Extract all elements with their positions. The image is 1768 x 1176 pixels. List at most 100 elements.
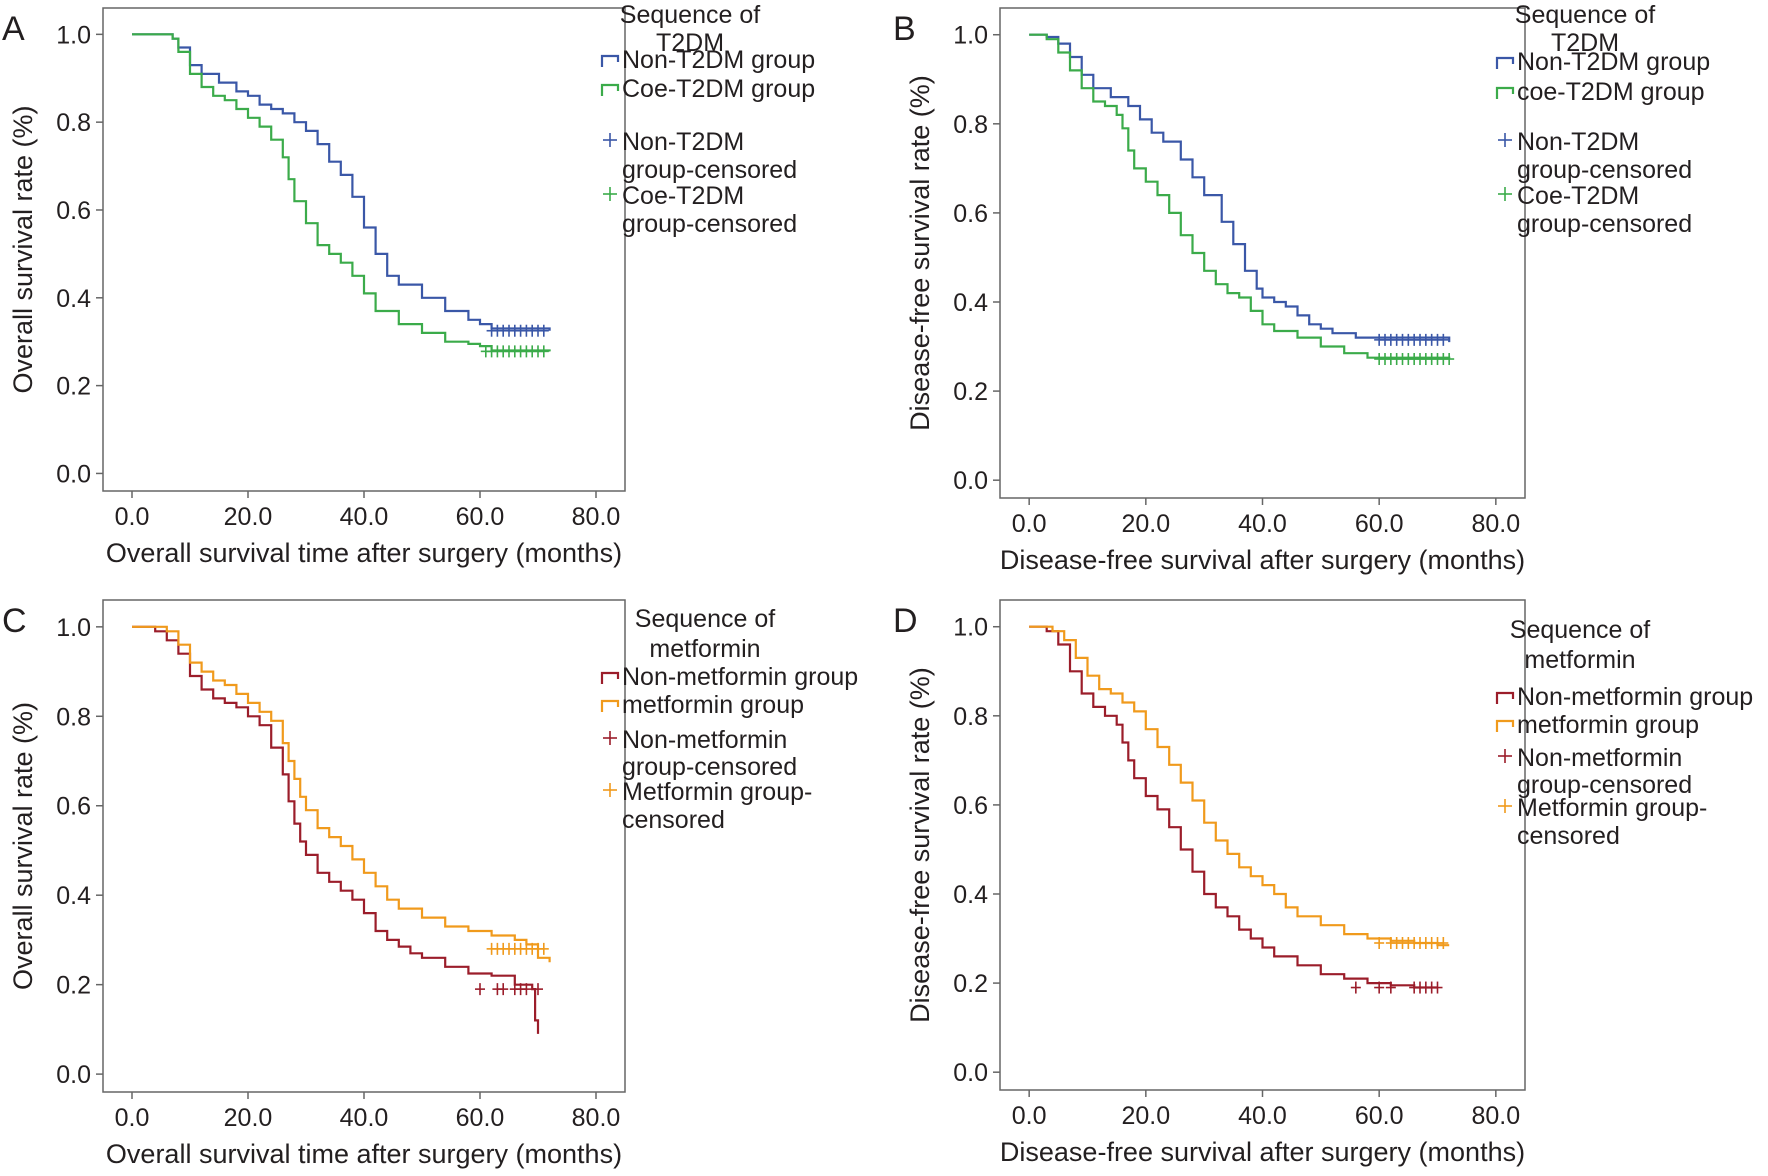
legend-title: T2DM [1551, 29, 1619, 57]
x-tick-label: 0.0 [115, 503, 150, 531]
panel-letter: D [893, 602, 918, 640]
y-tick-label: 0.0 [953, 467, 988, 495]
x-axis-label: Disease-free survival after surgery (mon… [1000, 545, 1525, 575]
y-tick-label: 0.0 [56, 460, 91, 488]
x-tick-label: 80.0 [572, 1104, 621, 1132]
censor-mark [1444, 353, 1455, 366]
censor-mark [1350, 981, 1361, 994]
legend-title: T2DM [656, 29, 724, 57]
y-tick-label: 0.2 [56, 373, 91, 401]
y-tick-label: 0.2 [953, 378, 988, 406]
y-tick-label: 0.4 [953, 289, 988, 317]
panel-letter: A [2, 10, 25, 48]
y-axis-label: Disease-free survival rate (%) [905, 667, 935, 1023]
y-tick-label: 0.8 [56, 703, 91, 731]
legend-title: Sequence of [1510, 616, 1650, 644]
legend-label: Coe-T2DM group [622, 75, 815, 103]
x-tick-label: 0.0 [115, 1104, 150, 1132]
legend-line-swatch [1495, 719, 1515, 732]
y-tick-label: 1.0 [953, 22, 988, 50]
censor-mark [1438, 937, 1449, 949]
legend-line-swatch [1495, 691, 1515, 704]
survival-curve-1 [132, 625, 540, 1034]
x-tick-label: 60.0 [456, 503, 505, 531]
x-axis-label: Overall survival time after surgery (mon… [106, 1139, 622, 1169]
y-tick-label: 0.8 [56, 109, 91, 137]
censor-mark [538, 345, 549, 358]
censor-mark [1438, 333, 1449, 346]
y-tick-label: 0.6 [953, 200, 988, 228]
legend-label: metformin group [1517, 711, 1699, 739]
x-tick-label: 80.0 [1471, 1102, 1520, 1130]
legend-label: group-censored [622, 210, 797, 238]
legend-label: Non-T2DM [1517, 128, 1639, 156]
censor-mark [538, 942, 549, 955]
legend-title: metformin [649, 635, 760, 663]
y-tick-label: 0.4 [953, 881, 988, 909]
x-tick-label: 40.0 [340, 1104, 389, 1132]
y-axis-label: Overall survival rate (%) [8, 702, 38, 990]
legend-label: Coe-T2DM [622, 182, 744, 210]
legend-label: Non-T2DM group [1517, 48, 1710, 76]
y-tick-label: 0.8 [953, 703, 988, 731]
panel-d: D 0.0 0.2 0.4 0.6 0.8 1.0 0.0 20.0 40.0 60.0 80.0 Di… [893, 599, 1753, 1167]
legend-title: Sequence of [620, 1, 760, 29]
y-tick-label: 0.4 [56, 882, 91, 910]
legend-label: coe-T2DM group [1517, 78, 1705, 106]
x-tick-label: 60.0 [1355, 1102, 1404, 1130]
legend-label: Non-metformin [1517, 744, 1682, 772]
y-tick-label: 1.0 [56, 614, 91, 642]
survival-curve-1 [1029, 33, 1451, 343]
legend-label: group-censored [1517, 771, 1692, 799]
legend-label: metformin group [622, 691, 804, 719]
censor-mark [498, 983, 509, 996]
x-tick-label: 0.0 [1012, 510, 1047, 538]
legend-label: censored [1517, 822, 1620, 850]
legend-label: Non-T2DM group [622, 46, 815, 74]
legend-line-swatch [600, 699, 620, 712]
censor-mark [1374, 981, 1385, 994]
panel-a: A 0.0 0.2 0.4 0.6 0.8 1.0 0.0 20.0 40.0 60.0 80.0 Ov… [2, 1, 815, 568]
y-tick-label: 1.0 [56, 21, 91, 49]
censor-mark [1432, 981, 1443, 994]
legend-line-swatch [1495, 56, 1515, 69]
survival-curve-2 [1029, 33, 1451, 359]
legend-label: group-censored [1517, 156, 1692, 184]
legend-line-swatch [600, 54, 620, 67]
legend-label: Non-metformin group [1517, 683, 1753, 711]
legend-label: group-censored [1517, 210, 1692, 238]
y-tick-label: 0.6 [953, 792, 988, 820]
legend-title: Sequence of [635, 605, 775, 633]
censor-mark [1385, 981, 1396, 994]
legend-title: Sequence of [1515, 1, 1655, 29]
legend-label: group-censored [622, 753, 797, 781]
survival-curve-2 [132, 33, 551, 352]
y-tick-label: 0.4 [56, 285, 91, 313]
legend-line-swatch [1495, 86, 1515, 99]
y-tick-label: 0.0 [953, 1059, 988, 1087]
x-tick-label: 60.0 [1355, 510, 1404, 538]
censor-mark [1374, 937, 1385, 949]
x-tick-label: 20.0 [1121, 1102, 1170, 1130]
legend-label: group-censored [622, 156, 797, 184]
x-tick-label: 80.0 [1471, 510, 1520, 538]
panel-letter: C [2, 602, 27, 640]
legend-label: Coe-T2DM [1517, 182, 1639, 210]
y-tick-label: 0.2 [953, 970, 988, 998]
x-tick-label: 80.0 [572, 503, 621, 531]
y-tick-label: 0.8 [953, 111, 988, 139]
survival-curve-2 [1029, 625, 1450, 947]
panel-c: C 0.0 0.2 0.4 0.6 0.8 1.0 0.0 20.0 40.0 60.0 80.0 Ov… [2, 599, 858, 1169]
legend-label: Metformin group- [1517, 794, 1707, 822]
legend-title: metformin [1524, 646, 1635, 674]
censor-mark [538, 324, 549, 337]
censor-mark [533, 983, 543, 996]
y-axis-label: Overall survival rate (%) [8, 105, 38, 393]
x-tick-label: 40.0 [340, 503, 389, 531]
x-tick-label: 20.0 [224, 503, 273, 531]
legend-label: censored [622, 806, 725, 834]
survival-curve-1 [132, 33, 551, 331]
legend-label: Metformin group- [622, 778, 812, 806]
x-tick-label: 20.0 [1121, 510, 1170, 538]
